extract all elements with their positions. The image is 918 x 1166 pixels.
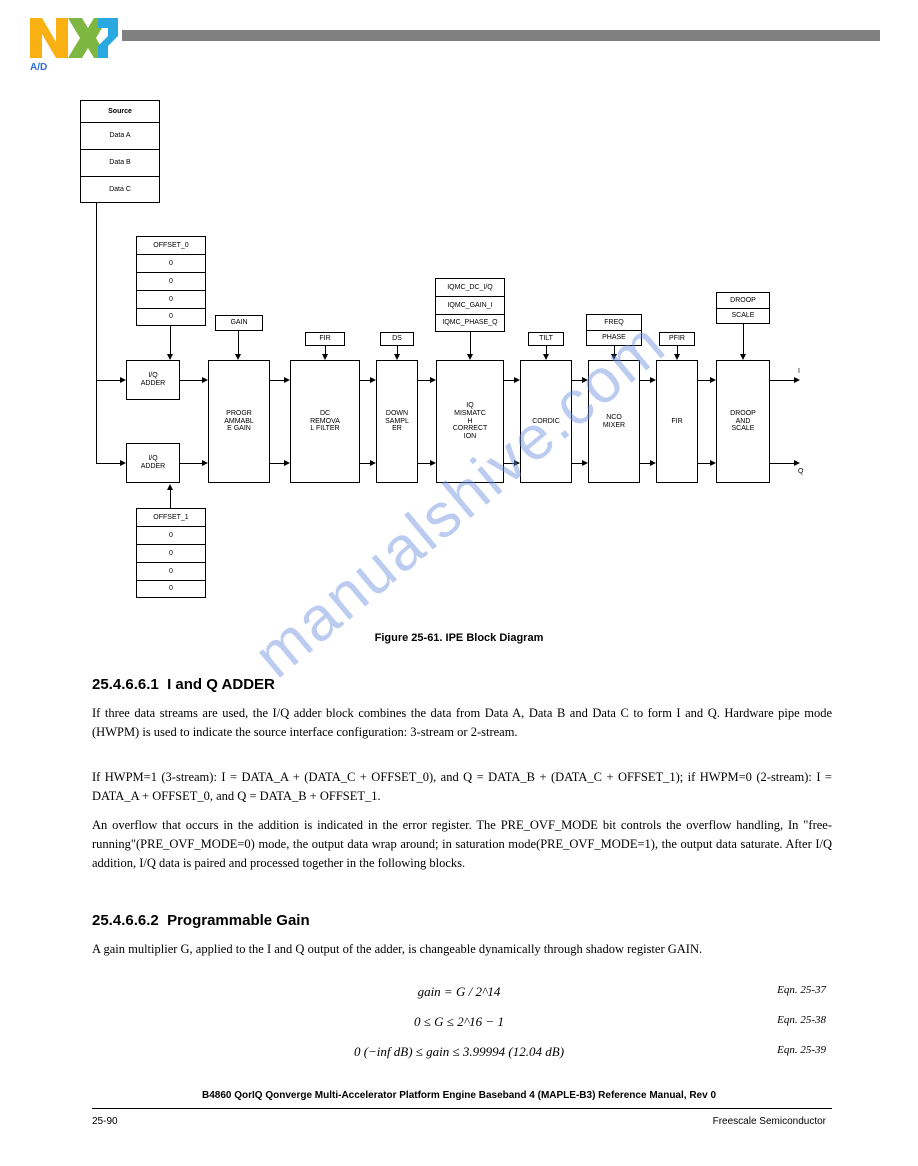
nco-block: NCO MIXER [588, 360, 640, 483]
section2-heading: 25.4.6.6.2 Programmable Gain [92, 912, 310, 929]
nxp-logo [30, 18, 118, 58]
iqmc-top-item: IQMC_GAIN_I [435, 296, 505, 314]
droop-top-item: SCALE [716, 308, 770, 324]
nco-top-item: PHASE [586, 330, 642, 346]
section1-para1: If three data streams are used, the I/Q … [92, 704, 832, 742]
ds-top: DS [380, 332, 414, 346]
equation-1-label: Eqn. 25-37 [777, 984, 826, 996]
pfir-block: FIR [656, 360, 698, 483]
iqmc-block: IQ MISMATC H CORRECT ION [436, 360, 504, 483]
adder0-block: I/Q ADDER [126, 360, 180, 400]
section1-para3: An overflow that occurs in the addition … [92, 816, 832, 872]
source-header: Source [80, 100, 160, 122]
ds-block: DOWN SAMPL ER [376, 360, 418, 483]
footer-page: 25-90 [92, 1116, 118, 1127]
offset0-item: 0 [136, 308, 206, 326]
source-item: Data C [80, 176, 160, 203]
equation-3-label: Eqn. 25-39 [777, 1044, 826, 1056]
fir-block: DC REMOVA L FILTER [290, 360, 360, 483]
offset1-header: OFFSET_1 [136, 508, 206, 526]
cordic-top: TILT [528, 332, 564, 346]
offset0-item: 0 [136, 272, 206, 290]
section2-title: Programmable Gain [167, 912, 310, 929]
fir-top: FIR [305, 332, 345, 346]
offset0-item: 0 [136, 290, 206, 308]
footer-company: Freescale Semiconductor [713, 1116, 826, 1127]
droop-top-item: DROOP [716, 292, 770, 308]
iqmc-top-item: IQMC_DC_I/Q [435, 278, 505, 296]
droop-block: DROOP AND SCALE [716, 360, 770, 483]
source-item: Data B [80, 149, 160, 176]
iqmc-top: IQMC_DC_I/Q IQMC_GAIN_I IQMC_PHASE_Q [435, 278, 505, 332]
equation-2-label: Eqn. 25-38 [777, 1014, 826, 1026]
output-i: I [798, 368, 800, 375]
offset1-item: 0 [136, 526, 206, 544]
offset1-item: 0 [136, 562, 206, 580]
output-q: Q [798, 468, 803, 475]
source-stack: Source Data A Data B Data C [80, 100, 160, 203]
section1-heading: 25.4.6.6.1 I and Q ADDER [92, 676, 275, 693]
offset0-item: 0 [136, 254, 206, 272]
pfir-top: PFIR [659, 332, 695, 346]
source-item: Data A [80, 122, 160, 149]
nco-top: FREQ PHASE [586, 314, 642, 346]
offset0-stack: OFFSET_0 0 0 0 0 [136, 236, 206, 326]
page-marker: A/D [30, 62, 47, 73]
header-bar-angle [868, 30, 880, 41]
offset0-header: OFFSET_0 [136, 236, 206, 254]
offset1-item: 0 [136, 580, 206, 598]
section1-para2: If HWPM=1 (3-stream): I = DATA_A + (DATA… [92, 768, 832, 806]
header-bar [122, 30, 880, 41]
droop-top: DROOP SCALE [716, 292, 770, 324]
adder1-block: I/Q ADDER [126, 443, 180, 483]
section2-number: 25.4.6.6.2 [92, 912, 159, 929]
gain-top: GAIN [215, 315, 263, 331]
iqmc-top-item: IQMC_PHASE_Q [435, 314, 505, 332]
footer-rule [92, 1108, 832, 1109]
footer-title: B4860 QorIQ Qonverge Multi-Accelerator P… [0, 1090, 918, 1101]
section1-title: I and Q ADDER [167, 676, 275, 693]
offset1-item: 0 [136, 544, 206, 562]
gain-block: PROGR AMMABL E GAIN [208, 360, 270, 483]
block-diagram: Source Data A Data B Data C OFFSET_0 0 0… [80, 100, 870, 630]
section1-number: 25.4.6.6.1 [92, 676, 159, 693]
figure-caption: Figure 25-61. IPE Block Diagram [0, 632, 918, 644]
cordic-block: CORDIC [520, 360, 572, 483]
offset1-stack: OFFSET_1 0 0 0 0 [136, 508, 206, 598]
section2-para: A gain multiplier G, applied to the I an… [92, 940, 832, 959]
nco-top-item: FREQ [586, 314, 642, 330]
